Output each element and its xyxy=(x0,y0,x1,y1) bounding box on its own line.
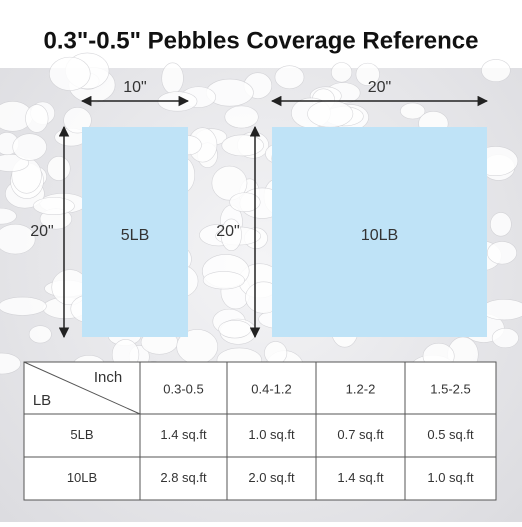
width-label: 10" xyxy=(123,79,146,96)
pebble xyxy=(202,271,245,290)
column-header: 0.3-0.5 xyxy=(163,381,203,396)
pebble xyxy=(221,134,264,157)
panel xyxy=(82,127,188,337)
pebble xyxy=(490,212,512,237)
pebble xyxy=(220,218,242,252)
coverage-table: Inch LB 0.3-0.5 0.4-1.2 1.2-2 1.5-2.5 5LB 1.4 s… xyxy=(23,361,497,501)
cell: 2.0 sq.ft xyxy=(248,470,295,485)
pebble xyxy=(355,62,380,86)
column-header: 1.5-2.5 xyxy=(430,381,470,396)
cell: 2.8 sq.ft xyxy=(160,470,207,485)
pebble xyxy=(481,59,511,82)
pebble xyxy=(218,320,252,339)
pebble xyxy=(0,207,17,225)
height-label: 20" xyxy=(216,223,239,240)
pebble xyxy=(211,165,248,201)
panels: 10" 20" 5LB 20" 20" 10LB xyxy=(30,79,489,339)
cell: 1.4 sq.ft xyxy=(337,470,384,485)
table-bg xyxy=(23,361,497,501)
title: 0.3"-0.5" Pebbles Coverage Reference xyxy=(44,27,479,54)
cell: 1.0 sq.ft xyxy=(427,470,474,485)
pebble xyxy=(25,104,49,133)
column-header: 1.2-2 xyxy=(346,381,376,396)
panel-label: 5LB xyxy=(121,227,149,244)
pebble xyxy=(49,56,91,91)
cell: 0.7 sq.ft xyxy=(337,427,384,442)
pebble xyxy=(274,65,305,90)
pebble xyxy=(0,352,21,375)
row-header: 10LB xyxy=(67,470,97,485)
panel xyxy=(272,127,487,337)
corner-diagonal xyxy=(23,361,141,415)
pebble xyxy=(307,100,354,128)
width-label: 20" xyxy=(368,79,391,96)
pebble xyxy=(487,241,517,265)
corner-bottom: LB xyxy=(33,392,51,409)
pebble xyxy=(32,197,75,216)
pebble xyxy=(224,105,259,129)
pebble xyxy=(0,296,47,316)
cell: 1.4 sq.ft xyxy=(160,427,207,442)
pebble xyxy=(12,133,47,161)
pebble xyxy=(264,341,288,365)
column-header: 0.4-1.2 xyxy=(251,381,291,396)
cell: 0.5 sq.ft xyxy=(427,427,474,442)
pebble xyxy=(491,327,519,349)
pebble xyxy=(331,62,353,83)
pebble xyxy=(63,107,92,134)
pebble xyxy=(161,62,184,94)
pebble xyxy=(480,299,522,321)
corner-top: Inch xyxy=(94,369,122,386)
panel-label: 10LB xyxy=(361,227,398,244)
height-label: 20" xyxy=(30,223,53,240)
pebble xyxy=(28,325,52,344)
row-header: 5LB xyxy=(70,427,93,442)
pebble xyxy=(0,223,36,255)
cell: 1.0 sq.ft xyxy=(248,427,295,442)
pebble xyxy=(47,156,71,181)
